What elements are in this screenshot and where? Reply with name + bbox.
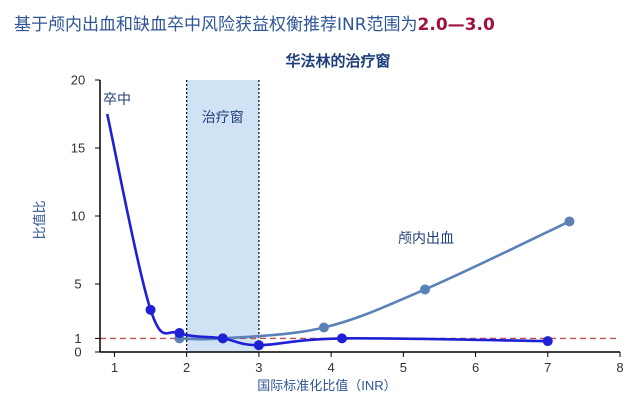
series-layer [105,113,575,351]
data-point-stroke [336,333,347,344]
x-tick-label: 5 [400,360,407,375]
data-point-stroke [253,340,264,351]
series-line-stroke [105,113,548,347]
chart-title: 华法林的治疗窗 [285,52,390,70]
x-tick-label: 6 [472,360,479,375]
y-tick-label: 15 [71,141,85,156]
y-tick-label: 0 [74,345,81,360]
data-point-ich [420,284,430,295]
x-tick-label: 8 [616,360,623,375]
page-headline: 基于颅内出血和缺血卒中风险获益权衡推荐INR范围为2.0—3.0 [14,10,495,35]
data-point-ich [564,216,575,227]
therapeutic-window-band [186,80,259,352]
x-tick-group: 1 2 3 4 5 6 7 8 [111,352,624,375]
x-tick-label: 3 [255,360,262,375]
series-label-ich: 颅内出血 [398,230,454,246]
data-point-ich [318,322,329,333]
data-point-stroke [542,336,553,347]
y-axis-title: 比值比 [32,200,47,239]
x-axis-title: 国际标准化比值（INR） [257,378,396,393]
x-tick-label: 4 [327,360,334,375]
series-label-stroke: 卒中 [103,91,131,107]
data-point-stroke [145,304,156,315]
y-tick-label: 10 [71,209,85,224]
y-tick-label: 5 [74,277,81,292]
x-tick-label: 7 [544,360,551,375]
x-tick-label: 1 [111,360,118,375]
x-tick-label: 2 [183,360,190,375]
y-tick-label: 20 [71,73,85,88]
therapeutic-window-label: 治疗窗 [202,109,244,125]
y-tick-label: 1 [74,331,81,346]
headline-text: 基于颅内出血和缺血卒中风险获益权衡推荐INR范围为 [14,15,418,35]
data-point-stroke [217,333,228,344]
data-point-stroke [174,327,185,338]
headline-inr-range: 2.0—3.0 [417,15,495,35]
